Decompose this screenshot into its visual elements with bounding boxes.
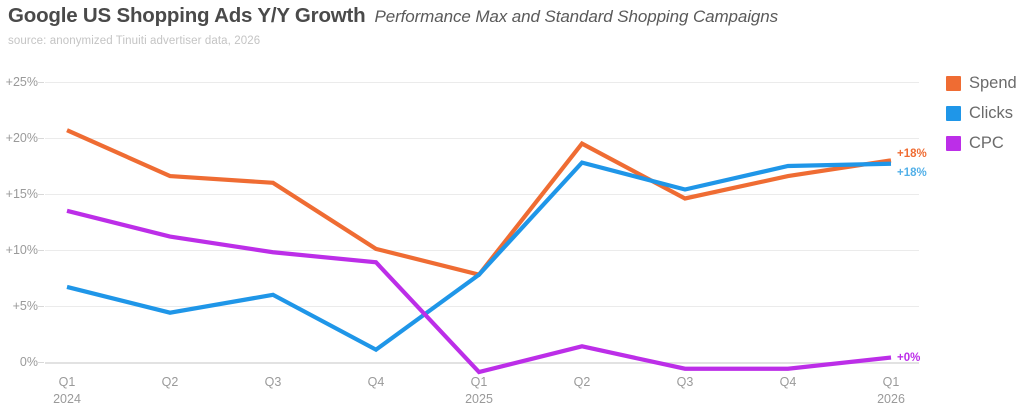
gridline-15 xyxy=(45,194,919,195)
gridline-20 xyxy=(45,138,919,139)
gridline-0 xyxy=(45,362,919,364)
end-label-clicks: +18% xyxy=(897,166,927,179)
legend-label: Spend xyxy=(969,73,1017,92)
y-axis-tick-label: +25% xyxy=(5,75,38,89)
y-axis-tick-mark xyxy=(37,362,44,363)
plot-area xyxy=(45,74,919,375)
x-axis-tick-label: Q2 xyxy=(161,375,179,389)
x-axis-tick-label: Q3 xyxy=(264,375,282,389)
gridline-25 xyxy=(45,82,919,83)
gridline-10 xyxy=(45,250,919,251)
y-axis-tick-mark xyxy=(37,138,44,139)
legend-item-cpc[interactable]: CPC xyxy=(946,128,1017,158)
chart-legend: Spend Clicks CPC xyxy=(946,68,1017,158)
x-axis-tick-label: Q3 xyxy=(676,375,694,389)
y-axis-tick-mark xyxy=(37,306,44,307)
x-axis-tick-label: Q2 xyxy=(573,375,591,389)
x-axis-tick-label: Q1 2026 xyxy=(877,375,905,406)
gridline-5 xyxy=(45,306,919,307)
legend-swatch-icon xyxy=(946,75,961,91)
y-axis-tick-mark xyxy=(37,82,44,83)
series-lines xyxy=(66,128,892,375)
end-label-spend: +18% xyxy=(897,148,927,161)
line-series-spend xyxy=(66,128,892,278)
legend-swatch-icon xyxy=(946,105,961,121)
x-axis-tick-label: Q4 xyxy=(367,375,385,389)
y-axis-labels: 0% +5% +10% +15% +20% +25% xyxy=(0,74,44,369)
legend-label: CPC xyxy=(969,133,1004,152)
x-axis-tick-label: Q1 2025 xyxy=(465,375,493,406)
x-axis-labels: Q1 2024 Q2 Q3 Q4 Q1 2025 Q2 Q3 Q4 Q1 2026 xyxy=(45,364,919,412)
y-axis-tick-mark xyxy=(37,194,44,195)
y-axis-tick-label: +10% xyxy=(5,243,38,257)
y-axis-tick-label: +15% xyxy=(5,187,38,201)
legend-label: Clicks xyxy=(969,103,1013,122)
y-axis-tick-label: +5% xyxy=(12,299,38,313)
y-axis-tick-label: 0% xyxy=(19,355,38,369)
y-axis-tick-label: +20% xyxy=(5,131,38,145)
legend-item-clicks[interactable]: Clicks xyxy=(946,98,1017,128)
page-title: Google US Shopping Ads Y/Y Growth xyxy=(8,4,366,27)
line-series-cpc xyxy=(66,208,892,375)
title-row: Google US Shopping Ads Y/Y Growth Perfor… xyxy=(8,4,1024,28)
chart-header: Google US Shopping Ads Y/Y Growth Perfor… xyxy=(8,4,1024,47)
end-label-cpc: +0% xyxy=(897,351,921,364)
legend-item-spend[interactable]: Spend xyxy=(946,68,1017,98)
x-axis-tick-label: Q1 2024 xyxy=(53,375,81,406)
legend-swatch-icon xyxy=(946,135,961,151)
chart-subtitle: Performance Max and Standard Shopping Ca… xyxy=(374,7,779,26)
source-note: source: anonymized Tinuiti advertiser da… xyxy=(8,35,261,47)
y-axis-tick-mark xyxy=(37,250,44,251)
line-series-clicks xyxy=(66,160,892,353)
x-axis-tick-label: Q4 xyxy=(779,375,797,389)
